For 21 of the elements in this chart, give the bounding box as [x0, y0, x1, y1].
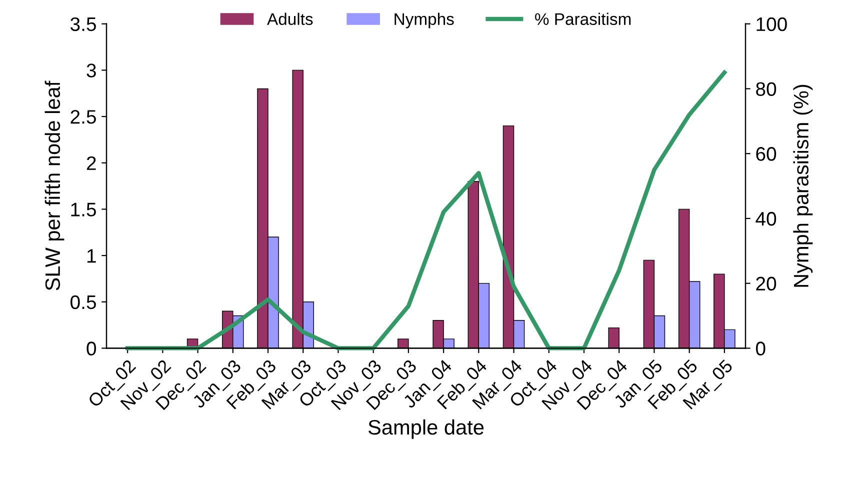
y-axis-title: SLW per fifth node leaf [44, 80, 64, 290]
y-tick-label: 1 [87, 249, 96, 263]
y-tick-label: 0 [86, 342, 96, 356]
legend-label: % Parasitism [535, 12, 631, 26]
y-tick-label: 1.5 [71, 202, 96, 216]
y2-tick-label: 100 [756, 17, 787, 32]
line-series [125, 70, 727, 350]
legend-label: Adults [267, 12, 313, 26]
y-tick-label: 2 [86, 156, 96, 170]
y-tick-label: 3 [86, 64, 96, 78]
y2-tick-label: 40 [756, 212, 776, 226]
y2-tick-label: 60 [756, 147, 776, 161]
y2-tick-label: 0 [756, 342, 766, 356]
y2-tick-label: 80 [756, 82, 776, 96]
x-axis-title: Sample date [368, 419, 484, 439]
y-tick-label: 2.5 [70, 110, 96, 124]
y-tick-label: 0.5 [70, 295, 96, 310]
y2-axis-title: Nymph parasitism (%) [793, 84, 813, 287]
y2-tick-label: 20 [756, 276, 776, 291]
legend-label: Nymphs [394, 12, 454, 28]
y-tick-label: 3.5 [70, 17, 96, 32]
